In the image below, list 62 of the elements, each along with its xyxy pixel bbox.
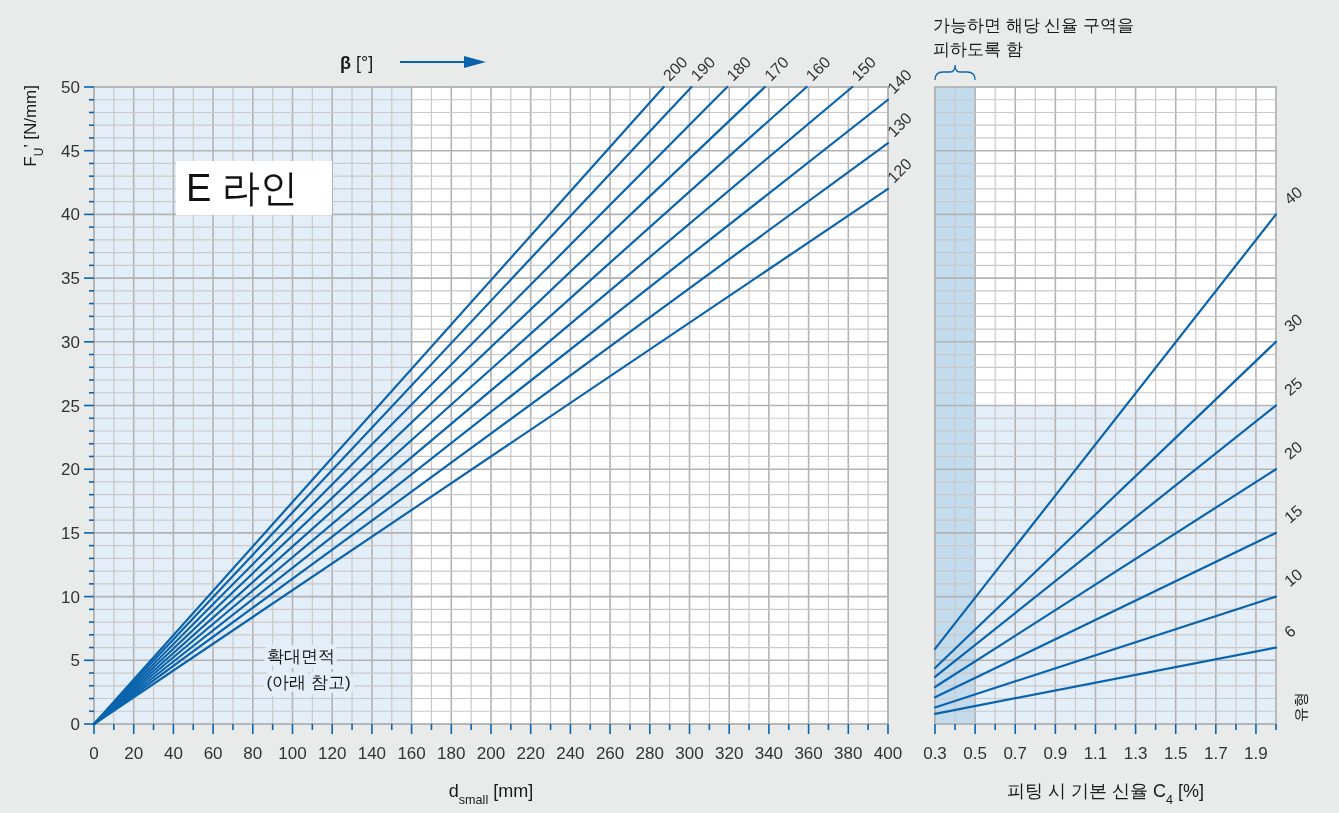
x-tick-label: 160 (397, 744, 426, 763)
text: 20 (1281, 437, 1306, 463)
y-tick-label: 5 (70, 651, 80, 671)
x-tick-label: 100 (278, 744, 307, 763)
y-tick-label: 0 (70, 715, 80, 734)
x-tick-label: 340 (754, 744, 784, 763)
x-tick-label: 360 (794, 744, 823, 763)
x-tick-label: 40 (163, 744, 183, 763)
x-tick-label: 280 (635, 744, 664, 763)
text: 160 (802, 53, 834, 85)
band-label: 가능하면 해당 신율 구역을 피하도록 함 (933, 16, 1134, 58)
x-tick-label: 1.7 (1204, 744, 1228, 763)
y-tick-label: 50 (61, 78, 80, 97)
x-tick-label: 260 (595, 744, 625, 763)
x-tick-label: 180 (437, 744, 466, 763)
x-tick-label: 0.5 (963, 744, 987, 763)
x-tick-label: 80 (243, 744, 263, 763)
x-tick-label: 1.1 (1083, 744, 1108, 763)
text: 170 (761, 53, 792, 85)
text: 15 (1281, 501, 1306, 527)
x-tick-label: 200 (476, 744, 506, 763)
x-tick-label: 300 (675, 744, 704, 763)
x-tick-label: 400 (873, 744, 903, 763)
x-tick-label: 60 (203, 744, 223, 763)
x-tick-label: 380 (834, 744, 863, 763)
x-tick-label: 1.5 (1163, 744, 1188, 763)
x-tick-label: 0.7 (1003, 744, 1028, 763)
x-tick-label: 20 (124, 744, 144, 763)
y-tick-label: 20 (61, 460, 80, 480)
x-axis-title: d$_{small}$ [mm] (448, 781, 534, 807)
band-label: 확대면적 (아래 참고) (266, 647, 351, 692)
x-tick-label: 0.9 (1043, 744, 1068, 763)
text: 150 (848, 53, 880, 85)
x-tick-label: 120 (318, 744, 347, 763)
text: 130 (884, 109, 916, 141)
x-tick-label: 140 (357, 744, 387, 763)
text: 30 (1281, 310, 1306, 336)
x-tick-label: 0 (89, 744, 99, 763)
text: 120 (884, 155, 916, 187)
legend-title: β [°] (340, 53, 374, 73)
x-tick-label: 220 (516, 744, 545, 763)
text: 25 (1281, 374, 1306, 399)
y-tick-label: 25 (61, 396, 80, 416)
x-tick-label: 1.9 (1244, 744, 1268, 763)
text: 140 (884, 65, 916, 97)
y-tick-label: 40 (61, 205, 80, 225)
text: 40 (1281, 183, 1306, 208)
x-axis-title: 피팅 시 기본 신율 C$_{4}$ [%] (1006, 781, 1205, 807)
text: E 라인 (186, 167, 298, 209)
x-tick-label: 1.3 (1123, 744, 1148, 763)
y-tick-label: 15 (61, 523, 80, 543)
y-tick-label: 35 (61, 269, 80, 289)
x-tick-label: 0.3 (923, 744, 947, 763)
text: 180 (723, 53, 755, 85)
legend-title: 유형 (1292, 692, 1309, 722)
y-tick-label: 45 (61, 141, 80, 161)
text: 10 (1281, 565, 1306, 590)
text: 6 (1281, 622, 1299, 641)
x-tick-label: 240 (556, 744, 585, 763)
x-tick-label: 320 (715, 744, 744, 763)
y-tick-label: 30 (61, 332, 80, 352)
y-tick-label: 10 (61, 587, 80, 607)
